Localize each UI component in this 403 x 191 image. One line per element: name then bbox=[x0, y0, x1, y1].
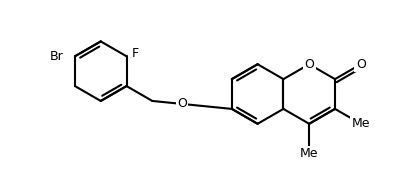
Text: Br: Br bbox=[49, 50, 63, 63]
Text: O: O bbox=[304, 58, 314, 71]
Text: O: O bbox=[177, 97, 187, 110]
Text: Me: Me bbox=[351, 117, 370, 130]
Text: F: F bbox=[131, 47, 139, 60]
Text: Me: Me bbox=[300, 147, 318, 160]
Text: O: O bbox=[356, 58, 366, 71]
